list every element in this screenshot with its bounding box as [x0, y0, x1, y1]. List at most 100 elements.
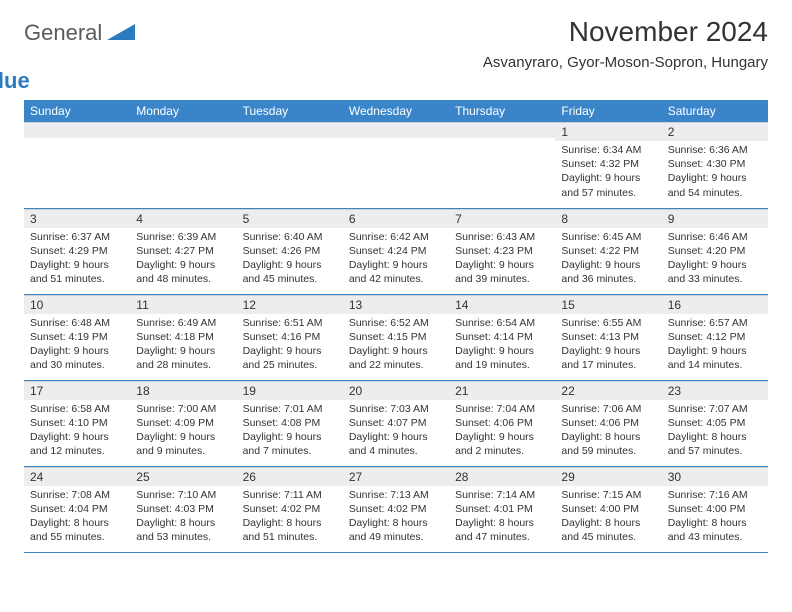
sunset-text: Sunset: 4:19 PM	[30, 330, 124, 344]
calendar-week-row: 24Sunrise: 7:08 AMSunset: 4:04 PMDayligh…	[24, 466, 768, 552]
daylight-text: Daylight: 9 hours and 45 minutes.	[243, 258, 337, 286]
day-number: 20	[343, 381, 449, 400]
day-content: Sunrise: 6:57 AMSunset: 4:12 PMDaylight:…	[662, 314, 768, 377]
daylight-text: Daylight: 8 hours and 55 minutes.	[30, 516, 124, 544]
sunset-text: Sunset: 4:00 PM	[561, 502, 655, 516]
sunrise-text: Sunrise: 7:07 AM	[668, 402, 762, 416]
day-content: Sunrise: 6:34 AMSunset: 4:32 PMDaylight:…	[555, 141, 661, 204]
day-number: 1	[555, 122, 661, 141]
sunset-text: Sunset: 4:06 PM	[455, 416, 549, 430]
calendar-empty-cell	[24, 122, 130, 208]
calendar-day-cell: 15Sunrise: 6:55 AMSunset: 4:13 PMDayligh…	[555, 294, 661, 380]
day-number: 18	[130, 381, 236, 400]
daylight-text: Daylight: 9 hours and 22 minutes.	[349, 344, 443, 372]
day-content: Sunrise: 7:00 AMSunset: 4:09 PMDaylight:…	[130, 400, 236, 463]
day-number: 15	[555, 295, 661, 314]
day-number: 3	[24, 209, 130, 228]
calendar-table: SundayMondayTuesdayWednesdayThursdayFrid…	[24, 100, 768, 553]
daylight-text: Daylight: 9 hours and 14 minutes.	[668, 344, 762, 372]
daylight-text: Daylight: 9 hours and 19 minutes.	[455, 344, 549, 372]
daylight-text: Daylight: 8 hours and 53 minutes.	[136, 516, 230, 544]
daylight-text: Daylight: 9 hours and 30 minutes.	[30, 344, 124, 372]
calendar-day-cell: 13Sunrise: 6:52 AMSunset: 4:15 PMDayligh…	[343, 294, 449, 380]
sunset-text: Sunset: 4:08 PM	[243, 416, 337, 430]
day-number: 13	[343, 295, 449, 314]
day-number: 17	[24, 381, 130, 400]
sunset-text: Sunset: 4:05 PM	[668, 416, 762, 430]
sunrise-text: Sunrise: 7:10 AM	[136, 488, 230, 502]
column-header: Monday	[130, 100, 236, 122]
sunset-text: Sunset: 4:04 PM	[30, 502, 124, 516]
calendar-day-cell: 14Sunrise: 6:54 AMSunset: 4:14 PMDayligh…	[449, 294, 555, 380]
day-number: 28	[449, 467, 555, 486]
calendar-day-cell: 6Sunrise: 6:42 AMSunset: 4:24 PMDaylight…	[343, 208, 449, 294]
daylight-text: Daylight: 8 hours and 59 minutes.	[561, 430, 655, 458]
daylight-text: Daylight: 9 hours and 36 minutes.	[561, 258, 655, 286]
empty-daynum	[24, 122, 130, 138]
sunrise-text: Sunrise: 6:37 AM	[30, 230, 124, 244]
column-header: Thursday	[449, 100, 555, 122]
sunrise-text: Sunrise: 6:48 AM	[30, 316, 124, 330]
calendar-header-row: SundayMondayTuesdayWednesdayThursdayFrid…	[24, 100, 768, 122]
column-header: Wednesday	[343, 100, 449, 122]
day-content: Sunrise: 6:51 AMSunset: 4:16 PMDaylight:…	[237, 314, 343, 377]
logo-triangle-icon	[107, 22, 135, 45]
day-content: Sunrise: 7:06 AMSunset: 4:06 PMDaylight:…	[555, 400, 661, 463]
sunrise-text: Sunrise: 6:43 AM	[455, 230, 549, 244]
sunrise-text: Sunrise: 7:14 AM	[455, 488, 549, 502]
sunrise-text: Sunrise: 7:16 AM	[668, 488, 762, 502]
day-number: 10	[24, 295, 130, 314]
day-number: 5	[237, 209, 343, 228]
sunset-text: Sunset: 4:22 PM	[561, 244, 655, 258]
day-number: 23	[662, 381, 768, 400]
calendar-day-cell: 25Sunrise: 7:10 AMSunset: 4:03 PMDayligh…	[130, 466, 236, 552]
sunrise-text: Sunrise: 7:06 AM	[561, 402, 655, 416]
sunrise-text: Sunrise: 6:39 AM	[136, 230, 230, 244]
sunrise-text: Sunrise: 6:55 AM	[561, 316, 655, 330]
day-content: Sunrise: 6:37 AMSunset: 4:29 PMDaylight:…	[24, 228, 130, 291]
sunset-text: Sunset: 4:30 PM	[668, 157, 762, 171]
sunrise-text: Sunrise: 6:57 AM	[668, 316, 762, 330]
calendar-day-cell: 11Sunrise: 6:49 AMSunset: 4:18 PMDayligh…	[130, 294, 236, 380]
calendar-day-cell: 30Sunrise: 7:16 AMSunset: 4:00 PMDayligh…	[662, 466, 768, 552]
day-number: 24	[24, 467, 130, 486]
sunset-text: Sunset: 4:23 PM	[455, 244, 549, 258]
daylight-text: Daylight: 8 hours and 43 minutes.	[668, 516, 762, 544]
title-block: November 2024 Asvanyraro, Gyor-Moson-Sop…	[483, 16, 768, 71]
sunset-text: Sunset: 4:26 PM	[243, 244, 337, 258]
empty-daynum	[237, 122, 343, 138]
sunrise-text: Sunrise: 6:54 AM	[455, 316, 549, 330]
sunset-text: Sunset: 4:06 PM	[561, 416, 655, 430]
daylight-text: Daylight: 9 hours and 9 minutes.	[136, 430, 230, 458]
sunset-text: Sunset: 4:15 PM	[349, 330, 443, 344]
daylight-text: Daylight: 9 hours and 28 minutes.	[136, 344, 230, 372]
daylight-text: Daylight: 9 hours and 57 minutes.	[561, 171, 655, 199]
sunset-text: Sunset: 4:02 PM	[349, 502, 443, 516]
sunset-text: Sunset: 4:12 PM	[668, 330, 762, 344]
empty-daynum	[343, 122, 449, 138]
sunset-text: Sunset: 4:01 PM	[455, 502, 549, 516]
daylight-text: Daylight: 9 hours and 51 minutes.	[30, 258, 124, 286]
day-content: Sunrise: 6:36 AMSunset: 4:30 PMDaylight:…	[662, 141, 768, 204]
sunrise-text: Sunrise: 6:42 AM	[349, 230, 443, 244]
day-content: Sunrise: 6:55 AMSunset: 4:13 PMDaylight:…	[555, 314, 661, 377]
daylight-text: Daylight: 9 hours and 12 minutes.	[30, 430, 124, 458]
day-number: 29	[555, 467, 661, 486]
day-number: 7	[449, 209, 555, 228]
calendar-day-cell: 29Sunrise: 7:15 AMSunset: 4:00 PMDayligh…	[555, 466, 661, 552]
day-content: Sunrise: 6:52 AMSunset: 4:15 PMDaylight:…	[343, 314, 449, 377]
calendar-week-row: 17Sunrise: 6:58 AMSunset: 4:10 PMDayligh…	[24, 380, 768, 466]
column-header: Friday	[555, 100, 661, 122]
calendar-empty-cell	[130, 122, 236, 208]
empty-daynum	[449, 122, 555, 138]
sunrise-text: Sunrise: 7:13 AM	[349, 488, 443, 502]
sunrise-text: Sunrise: 7:01 AM	[243, 402, 337, 416]
sunset-text: Sunset: 4:16 PM	[243, 330, 337, 344]
daylight-text: Daylight: 8 hours and 51 minutes.	[243, 516, 337, 544]
sunrise-text: Sunrise: 7:04 AM	[455, 402, 549, 416]
sunset-text: Sunset: 4:20 PM	[668, 244, 762, 258]
calendar-day-cell: 8Sunrise: 6:45 AMSunset: 4:22 PMDaylight…	[555, 208, 661, 294]
daylight-text: Daylight: 9 hours and 2 minutes.	[455, 430, 549, 458]
header: General Blue November 2024 Asvanyraro, G…	[24, 16, 768, 94]
sunset-text: Sunset: 4:00 PM	[668, 502, 762, 516]
